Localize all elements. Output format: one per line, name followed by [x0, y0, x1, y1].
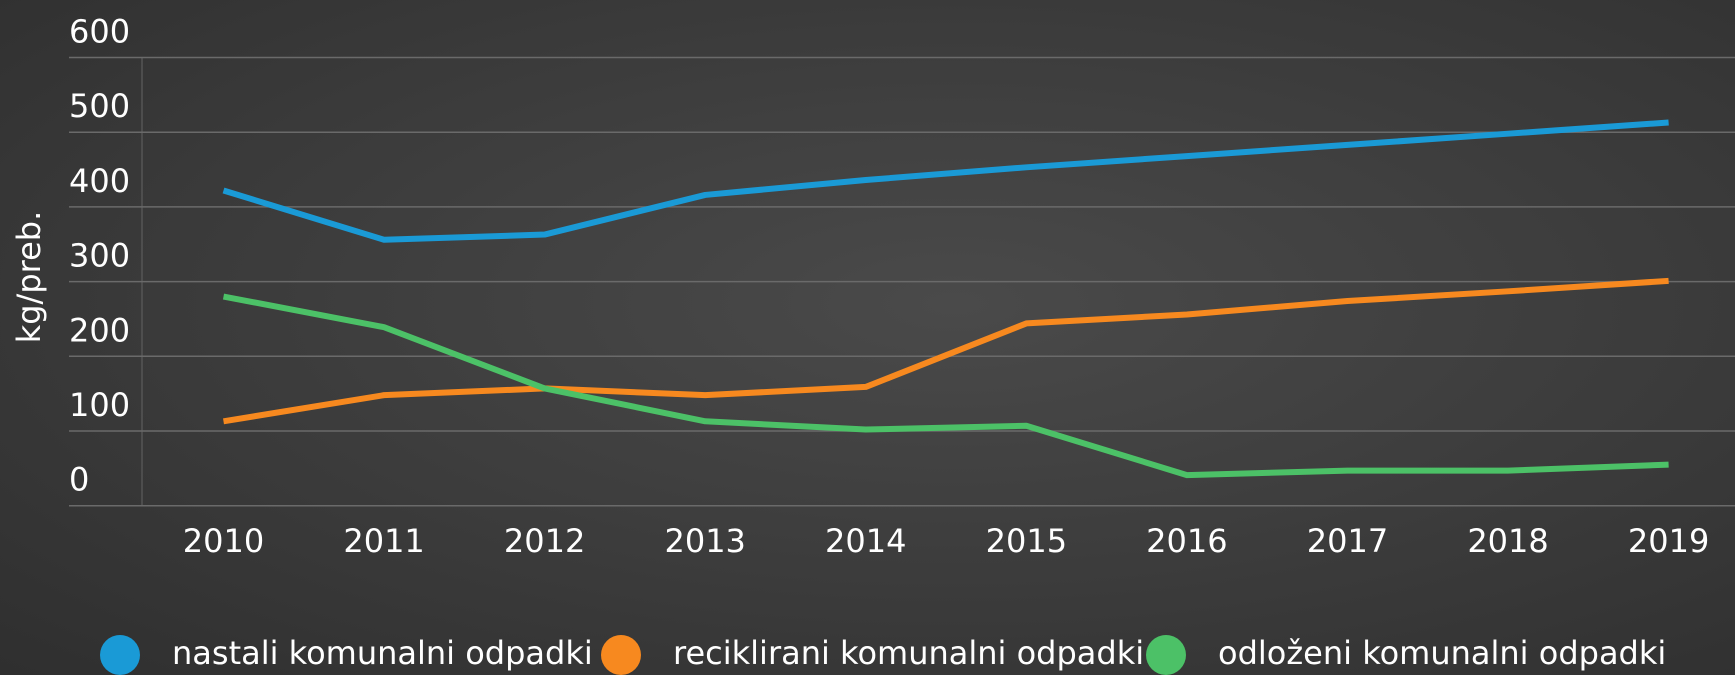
page: {"chart_data": {"type": "line", "y_label…	[0, 0, 1735, 675]
legend-label: nastali komunalni odpadki	[172, 634, 593, 672]
y-axis-label: kg/preb.	[10, 211, 48, 344]
x-tick-label: 2017	[1307, 522, 1388, 560]
chart: kg/preb. 0 100 200 300 400 500 600 2010 2011 2012…	[0, 0, 1735, 675]
y-tick-label: 300	[69, 237, 130, 275]
y-tick-label: 400	[69, 162, 130, 200]
y-tick-label: 600	[69, 13, 130, 51]
legend-marker	[1146, 635, 1186, 675]
x-tick-label: 2016	[1146, 522, 1227, 560]
y-tick-label: 500	[69, 87, 130, 125]
legend-label: odloženi komunalni odpadki	[1218, 634, 1666, 672]
x-tick-label: 2013	[664, 522, 745, 560]
background	[0, 0, 1735, 675]
legend-marker	[601, 635, 641, 675]
x-tick-label: 2015	[986, 522, 1067, 560]
x-tick-label: 2011	[343, 522, 424, 560]
legend-marker	[100, 635, 140, 675]
x-tick-label: 2018	[1467, 522, 1548, 560]
x-tick-label: 2012	[504, 522, 585, 560]
y-tick-label: 100	[69, 386, 130, 424]
y-tick-label: 0	[69, 461, 89, 499]
legend-label: reciklirani komunalni odpadki	[673, 634, 1144, 672]
x-tick-label: 2014	[825, 522, 906, 560]
x-tick-label: 2019	[1628, 522, 1709, 560]
y-tick-label: 200	[69, 311, 130, 349]
x-tick-label: 2010	[183, 522, 264, 560]
